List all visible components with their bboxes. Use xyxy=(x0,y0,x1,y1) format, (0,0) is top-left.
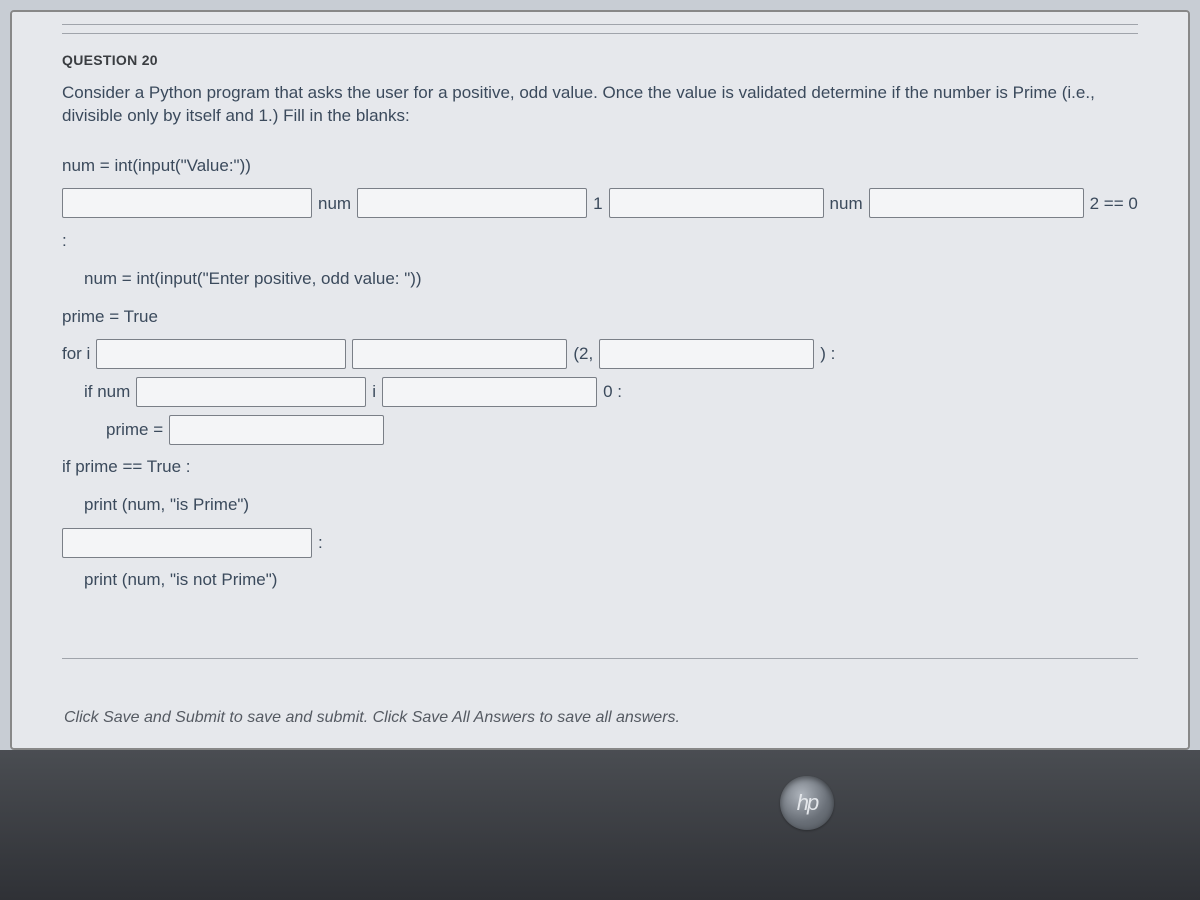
code-line-2: num 1 num 2 == 0 xyxy=(62,186,1138,222)
code-text: num xyxy=(830,186,863,222)
code-text: print (num, "is not Prime") xyxy=(84,562,277,598)
code-text: print (num, "is Prime") xyxy=(84,487,249,523)
code-line-7: prime = xyxy=(62,412,1138,448)
blank-else-keyword[interactable] xyxy=(62,528,312,558)
divider-top xyxy=(62,24,1138,34)
code-text: 1 xyxy=(593,186,602,222)
code-text: if prime == True : xyxy=(62,449,191,485)
save-hint: Click Save and Submit to save and submit… xyxy=(62,659,1138,727)
code-line-11: print (num, "is not Prime") xyxy=(62,562,1138,598)
code-line-8: if prime == True : xyxy=(62,449,1138,485)
blank-while-keyword[interactable] xyxy=(62,188,312,218)
blank-in-keyword[interactable] xyxy=(96,339,346,369)
code-text: prime = True xyxy=(62,299,158,335)
code-text: : xyxy=(62,223,67,259)
code-text: for i xyxy=(62,336,90,372)
code-text: i xyxy=(372,374,376,410)
code-line-1: num = int(input("Value:")) xyxy=(62,148,1138,184)
code-text: num = int(input("Value:")) xyxy=(62,148,251,184)
content-area: QUESTION 20 Consider a Python program th… xyxy=(12,12,1188,747)
blank-range-func[interactable] xyxy=(352,339,567,369)
code-text: 2 == 0 xyxy=(1090,186,1138,222)
code-text: if num xyxy=(84,374,130,410)
code-text: prime = xyxy=(106,412,163,448)
quiz-panel: QUESTION 20 Consider a Python program th… xyxy=(10,10,1190,750)
code-text: num = int(input("Enter positive, odd val… xyxy=(84,261,422,297)
code-line-3: num = int(input("Enter positive, odd val… xyxy=(62,261,1138,297)
blank-cond1-op[interactable] xyxy=(357,188,587,218)
question-prompt: Consider a Python program that asks the … xyxy=(62,82,1138,128)
code-line-9: print (num, "is Prime") xyxy=(62,487,1138,523)
code-line-5: for i (2, ) : xyxy=(62,336,1138,372)
blank-false-value[interactable] xyxy=(169,415,384,445)
blank-mod-op[interactable] xyxy=(869,188,1084,218)
code-line-colon: : xyxy=(62,223,1138,259)
code-text: num xyxy=(318,186,351,222)
code-block: num = int(input("Value:")) num 1 num 2 =… xyxy=(62,148,1138,598)
code-line-4: prime = True xyxy=(62,299,1138,335)
code-text: ) : xyxy=(820,336,835,372)
code-text: 0 : xyxy=(603,374,622,410)
code-text: : xyxy=(318,525,323,561)
question-number: QUESTION 20 xyxy=(62,52,1138,68)
blank-mod-op2[interactable] xyxy=(136,377,366,407)
blank-eq-op[interactable] xyxy=(382,377,597,407)
blank-range-end[interactable] xyxy=(599,339,814,369)
hp-logo-icon: hp xyxy=(780,776,834,830)
code-line-10: : xyxy=(62,525,1138,561)
code-line-6: if num i 0 : xyxy=(62,374,1138,410)
monitor-bezel xyxy=(0,750,1200,900)
blank-logical-op[interactable] xyxy=(609,188,824,218)
code-text: (2, xyxy=(573,336,593,372)
